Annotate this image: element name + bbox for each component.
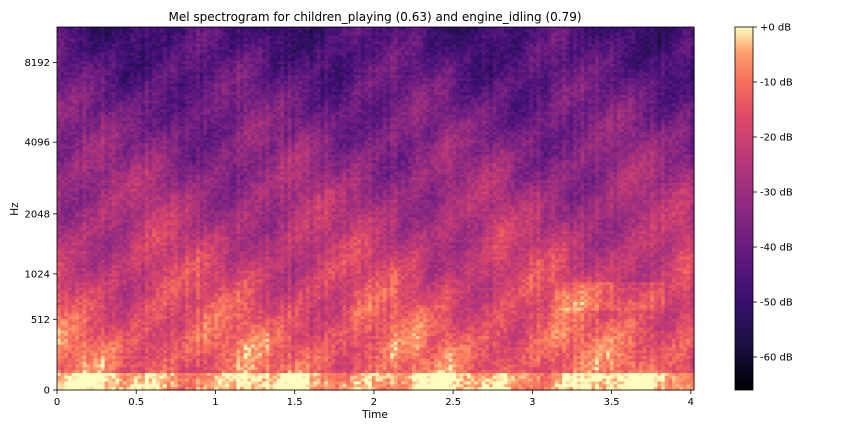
y-tick-label: 1024 <box>25 269 50 280</box>
colorbar-tick-label: -30 dB <box>760 188 793 199</box>
colorbar-tick-label: -20 dB <box>760 133 793 144</box>
y-axis: 0 512 1024 2048 4096 8192 <box>25 58 57 397</box>
y-tick-label: 8192 <box>25 58 50 69</box>
x-tick-label: 0.5 <box>128 397 144 408</box>
colorbar-tick-label: -40 dB <box>760 243 793 254</box>
x-tick-label: 3 <box>529 397 535 408</box>
y-tick-label: 0 <box>44 386 50 397</box>
x-tick-label: 3.5 <box>604 397 620 408</box>
x-tick-label: 1 <box>212 397 218 408</box>
colorbar-tick-label: -60 dB <box>760 353 793 364</box>
colorbar <box>734 26 754 391</box>
y-tick-label: 4096 <box>25 138 50 149</box>
x-axis-label: Time <box>361 409 388 421</box>
colorbar-tick-label: -50 dB <box>760 298 793 309</box>
heatmap-cells <box>57 27 695 391</box>
x-axis: 0 0.5 1 1.5 2 2.5 3 3.5 4 <box>54 390 694 408</box>
colorbar-tick-label: -10 dB <box>760 78 793 89</box>
y-tick-label: 512 <box>31 315 50 326</box>
y-axis-label: Hz <box>9 202 21 216</box>
y-tick-label: 2048 <box>25 209 50 220</box>
x-tick-label: 1.5 <box>287 397 303 408</box>
x-tick-label: 2 <box>371 397 377 408</box>
x-tick-label: 0 <box>54 397 60 408</box>
chart-title: Mel spectrogram for children_playing (0.… <box>168 10 581 24</box>
colorbar-ticks: +0 dB -10 dB -20 dB -30 dB -40 dB -50 dB -60 d… <box>753 23 793 364</box>
colorbar-tick-label: +0 dB <box>760 23 791 34</box>
x-tick-label: 2.5 <box>445 397 461 408</box>
x-tick-label: 4 <box>688 397 694 408</box>
plot-frame <box>56 26 695 391</box>
